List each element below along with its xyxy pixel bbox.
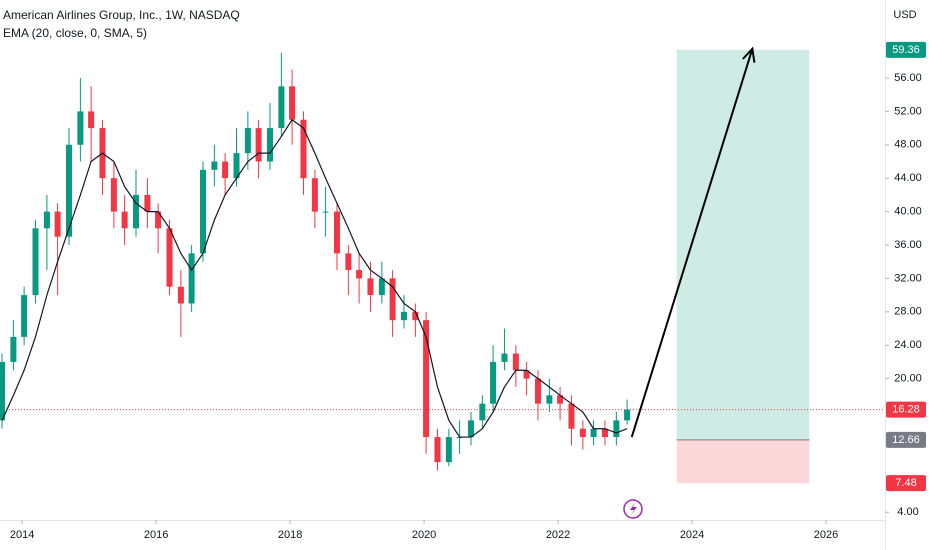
- candle-body: [501, 353, 508, 362]
- candle-body: [445, 437, 452, 463]
- candle-body: [389, 278, 396, 321]
- x-tick-label: 2014: [10, 529, 34, 541]
- candle-body: [32, 228, 39, 296]
- candle-body: [333, 211, 340, 254]
- y-tick-label: 52.00: [894, 105, 922, 117]
- candle-body: [266, 128, 273, 162]
- candle-body: [177, 286, 184, 304]
- candle-body: [199, 169, 206, 254]
- y-tick-label: 48.00: [894, 139, 922, 151]
- candle-body: [110, 178, 117, 212]
- candle-body: [166, 228, 173, 287]
- profit-zone: [676, 49, 810, 440]
- arrow-head: [742, 46, 756, 63]
- candle-body: [613, 420, 620, 438]
- candle-body: [590, 428, 597, 438]
- candle-body: [400, 311, 407, 321]
- price-tag-label: 59.36: [892, 44, 920, 56]
- candle-body: [345, 253, 352, 271]
- y-tick-label: 4.00: [897, 506, 918, 518]
- candle-body: [479, 403, 486, 421]
- x-tick-label: 2022: [546, 529, 570, 541]
- candle-body: [467, 420, 474, 438]
- candle-body: [557, 395, 564, 404]
- price-tag: [886, 475, 926, 492]
- candle-body: [579, 428, 586, 438]
- candle-body: [233, 153, 240, 179]
- candle-body: [534, 378, 541, 404]
- candle-body: [211, 161, 218, 170]
- candle-body: [88, 111, 95, 129]
- plot: [0, 46, 885, 484]
- y-tick-label: 24.00: [894, 339, 922, 351]
- y-tick-label: 36.00: [894, 239, 922, 251]
- candle-body: [66, 144, 73, 237]
- candle-body: [21, 295, 28, 337]
- y-tick-label: 44.00: [894, 172, 922, 184]
- price-tag-label: 12.66: [892, 434, 920, 446]
- candle-body: [412, 311, 419, 321]
- candle-body: [77, 111, 84, 145]
- x-tick-label: 2016: [144, 529, 168, 541]
- price-tag-label: 7.48: [895, 477, 916, 489]
- event-icon-bolt: [630, 503, 637, 515]
- currency-label: USD: [893, 9, 916, 21]
- candle-body: [434, 437, 441, 463]
- y-tick-label: 28.00: [894, 306, 922, 318]
- candle-body: [523, 370, 530, 379]
- candle-body: [132, 194, 139, 229]
- candle-body: [300, 119, 307, 179]
- x-tick-label: 2020: [412, 529, 436, 541]
- price-tag: [886, 431, 926, 448]
- candle-body: [356, 270, 363, 279]
- candle-body: [144, 194, 151, 212]
- candle-body: [188, 253, 195, 304]
- candle-body: [222, 161, 229, 179]
- candle-body: [43, 211, 50, 229]
- arrow-line: [630, 48, 754, 438]
- candle-body: [423, 320, 430, 438]
- y-tick-label: 20.00: [894, 373, 922, 385]
- candle-body: [546, 395, 553, 404]
- price-tag: [886, 401, 926, 418]
- ema-line: [1, 118, 628, 438]
- candle-body: [0, 361, 6, 421]
- candle-body: [244, 128, 251, 154]
- candle-body: [378, 278, 385, 296]
- x-tick-label: 2024: [680, 529, 704, 541]
- candle-body: [512, 353, 519, 371]
- x-tick-label: 2026: [814, 529, 838, 541]
- chart-title: American Airlines Group, Inc., 1W, NASDA…: [3, 8, 240, 22]
- candle-body: [121, 211, 128, 229]
- y-tick-label: 32.00: [894, 272, 922, 284]
- indicator-label: EMA (20, close, 0, SMA, 5): [3, 26, 147, 40]
- y-tick-label: 40.00: [894, 206, 922, 218]
- candle-body: [490, 361, 497, 404]
- candle-body: [367, 278, 374, 296]
- candle-body: [601, 428, 608, 438]
- candle-body: [322, 211, 329, 213]
- x-tick-label: 2018: [278, 529, 302, 541]
- candle-body: [278, 86, 285, 129]
- event-icon[interactable]: [623, 499, 643, 519]
- stop-zone: [676, 439, 810, 484]
- candle-body: [54, 211, 61, 237]
- price-tag: [886, 41, 926, 58]
- price-tag-label: 16.28: [892, 404, 920, 416]
- y-tick-label: 56.00: [894, 72, 922, 84]
- candle-body: [255, 128, 262, 162]
- candle-body: [624, 409, 631, 421]
- candle-body: [311, 178, 318, 212]
- candle-body: [10, 336, 17, 362]
- candle-body: [155, 211, 162, 229]
- candle-body: [289, 86, 296, 120]
- candle-body: [568, 403, 575, 429]
